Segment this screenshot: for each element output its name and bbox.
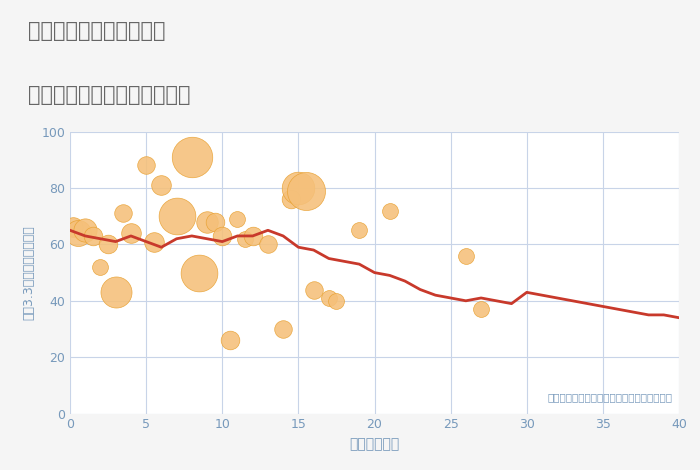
Point (148, 238, 160, 245)
Point (194, 269, 205, 276)
Point (475, 306, 486, 313)
Point (293, 184, 304, 192)
Text: 築年数別中古マンション価格: 築年数別中古マンション価格 (28, 85, 190, 105)
Point (262, 241, 274, 248)
Point (354, 227, 365, 234)
Point (217, 232, 228, 240)
Point (186, 153, 197, 161)
Point (72, 229, 83, 237)
Point (277, 325, 289, 333)
Point (88, 232, 99, 240)
Point (67, 224, 78, 231)
X-axis label: 築年数（年）: 築年数（年） (349, 437, 400, 451)
Point (125, 229, 136, 237)
Point (80, 227, 91, 234)
Point (239, 235, 251, 243)
Point (209, 218, 220, 226)
Point (224, 337, 235, 344)
Text: 三重県松阪市飯南町粥見: 三重県松阪市飯南町粥見 (28, 21, 165, 41)
Point (285, 196, 296, 203)
Point (141, 162, 152, 169)
Point (102, 241, 113, 248)
Point (384, 207, 395, 214)
Point (232, 215, 243, 223)
Point (331, 297, 342, 305)
Point (461, 252, 472, 259)
Point (308, 286, 319, 293)
Point (300, 187, 312, 195)
Point (110, 289, 121, 296)
Point (95, 263, 106, 271)
Y-axis label: 平（3.3㎡）単価（万円）: 平（3.3㎡）単価（万円） (22, 225, 36, 320)
Point (171, 212, 182, 220)
Point (202, 218, 213, 226)
Text: 円の大きさは、取引のあった物件面積を示す: 円の大きさは、取引のあった物件面積を示す (548, 392, 673, 402)
Point (323, 294, 335, 302)
Point (118, 210, 129, 217)
Point (247, 232, 258, 240)
Point (156, 181, 167, 189)
